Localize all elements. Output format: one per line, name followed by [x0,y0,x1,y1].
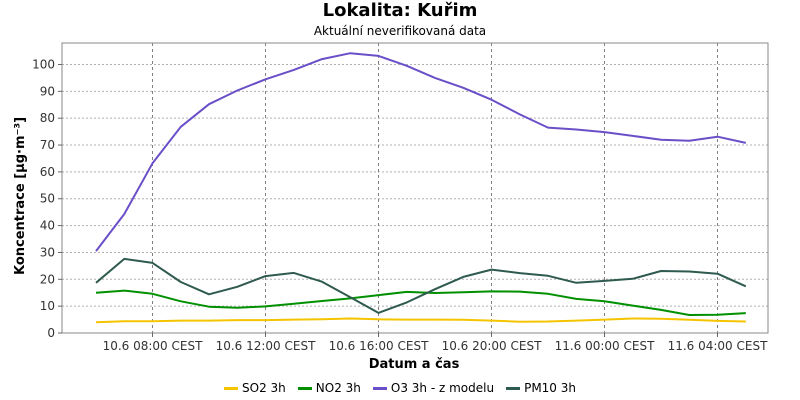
series-line-pm10-3h [95,257,747,314]
series-lines [95,52,747,324]
y-tick-label: 10 [40,299,55,313]
x-tick-label: 10.6 20:00 CEST [442,339,543,353]
y-tick-label: 40 [40,219,55,233]
x-axis-title: Datum a čas [369,357,460,372]
chart-title: Lokalita: Kuřim [322,0,478,21]
axes: 0 10 20 30 40 50 60 70 80 90 100 10.6 08:00 CEST 10.… [32,57,768,353]
legend-label: NO2 3h [315,381,361,395]
y-tick-label: 70 [40,138,55,152]
x-tick-label: 10.6 08:00 CEST [103,339,204,353]
y-tick-label: 90 [40,84,55,98]
legend-item-so2-3h: SO2 3h [224,380,286,396]
y-axis-title: Koncentrace [µg·m⁻³] [13,117,28,275]
y-tick-label: 80 [40,111,55,125]
legend-swatch [297,387,312,390]
plot-area [61,42,769,334]
legend: SO2 3h NO2 3h O3 3h - z modelu PM10 3h [0,380,800,396]
gridlines [62,43,768,333]
x-tick-label: 10.6 12:00 CEST [216,339,317,353]
legend-label: O3 3h - z modelu [390,381,495,395]
legend-item-o3-3h-z-modelu: O3 3h - z modelu [372,380,495,396]
x-tick-label: 11.6 04:00 CEST [668,339,769,353]
x-tick-label: 11.6 00:00 CEST [555,339,656,353]
series-line-no2-3h [95,289,746,316]
y-tick-label: 60 [40,165,55,179]
legend-swatch [224,387,238,390]
legend-label: PM10 3h [524,381,576,395]
y-tick-label: 0 [47,326,55,340]
series-line-o3-3h-z-modelu [95,52,747,252]
legend-swatch [506,387,521,390]
legend-item-pm10-3h: PM10 3h [506,380,576,396]
legend-label: SO2 3h [242,381,286,395]
y-tick-label: 100 [32,57,55,71]
y-tick-label: 50 [40,192,55,206]
chart-subtitle: Aktuální neverifikovaná data [313,24,487,38]
legend-item-no2-3h: NO2 3h [297,380,361,396]
y-tick-label: 30 [40,245,55,259]
legend-swatch [372,387,387,390]
series-line-so2-3h [95,317,746,324]
y-tick-label: 20 [40,272,55,286]
x-tick-label: 10.6 16:00 CEST [329,339,430,353]
